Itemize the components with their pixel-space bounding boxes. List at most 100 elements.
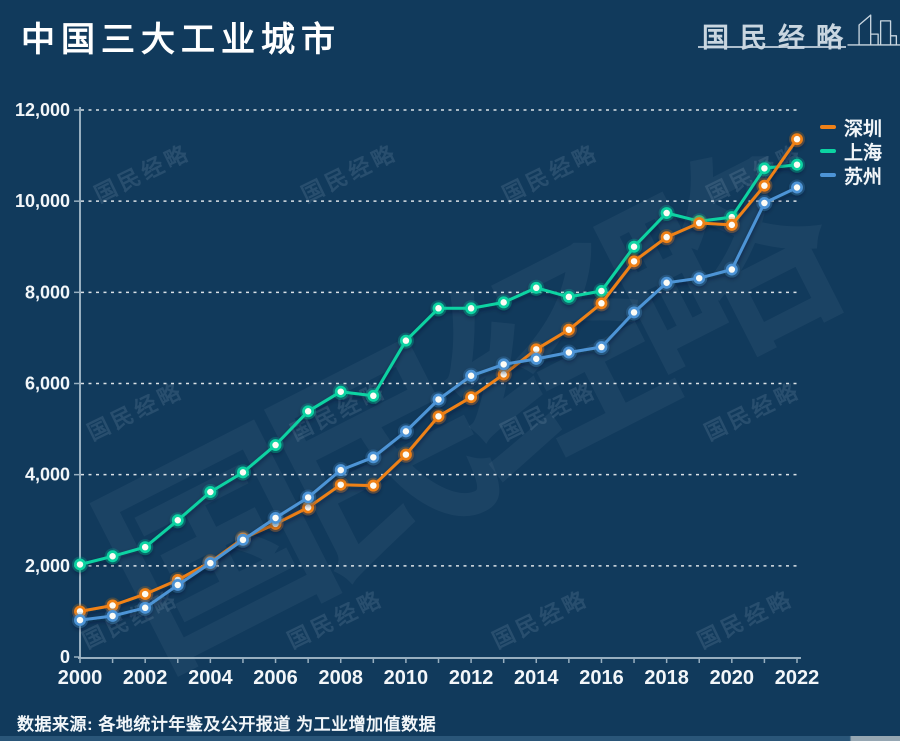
- data-point: [465, 391, 478, 404]
- x-tick-label: 2006: [253, 667, 298, 689]
- data-point: [530, 352, 543, 365]
- data-point: [237, 533, 249, 546]
- x-tick-label: 2022: [775, 667, 820, 689]
- data-source-note: 数据来源: 各地统计年鉴及公开报道 为工业增加值数据: [17, 715, 437, 734]
- data-point: [562, 323, 575, 336]
- y-tick-label: 12,000: [15, 100, 70, 120]
- data-point: [106, 610, 119, 622]
- y-tick-label: 10,000: [15, 191, 70, 211]
- data-point: [139, 588, 152, 601]
- data-point: [139, 601, 152, 614]
- bottom-edge-strip: [0, 736, 900, 741]
- x-tick-label: 2016: [579, 667, 624, 689]
- data-point: [367, 479, 380, 492]
- data-point: [660, 231, 673, 244]
- data-point: [791, 133, 803, 146]
- data-point: [74, 614, 86, 627]
- data-point: [432, 410, 445, 423]
- x-tick-label: 2014: [514, 667, 559, 689]
- data-point: [171, 579, 184, 591]
- data-point: [628, 306, 640, 319]
- data-point: [791, 158, 803, 171]
- data-point: [628, 255, 640, 268]
- data-point: [432, 302, 445, 315]
- legend-item-苏州: 苏州: [820, 164, 883, 188]
- data-point: [334, 478, 347, 491]
- y-tick-label: 4,000: [25, 465, 70, 485]
- data-point: [758, 162, 771, 175]
- data-point: [530, 281, 543, 294]
- y-tick-label: 8,000: [25, 282, 70, 302]
- data-point: [237, 466, 249, 479]
- x-tick-label: 2008: [318, 667, 363, 689]
- x-axis-labels: 2000 2002 2004 2006 2008 2010 2012 2014 2016 2018…: [58, 667, 820, 689]
- x-tick-label: 2018: [644, 667, 689, 689]
- x-tick-label: 2020: [710, 667, 755, 689]
- data-point: [693, 272, 706, 285]
- data-point: [334, 385, 347, 398]
- brand-name: 国民经略: [702, 23, 854, 53]
- data-point: [562, 346, 575, 359]
- data-point: [302, 491, 315, 504]
- data-point: [204, 557, 217, 570]
- data-point: [758, 179, 771, 192]
- y-tick-label: 2,000: [25, 556, 70, 576]
- data-point: [595, 297, 608, 310]
- data-point: [399, 425, 412, 438]
- data-point: [74, 558, 86, 571]
- brand-underline: [698, 46, 846, 48]
- series-深圳: [72, 131, 805, 620]
- page-title: 中国三大工业城市: [21, 21, 341, 59]
- data-point: [791, 181, 803, 194]
- y-tick-label: 0: [60, 647, 70, 667]
- data-point: [204, 486, 217, 498]
- data-point: [302, 405, 315, 418]
- data-point: [660, 276, 673, 289]
- x-tick-label: 2004: [188, 667, 233, 689]
- data-point: [562, 290, 575, 303]
- data-point: [106, 550, 119, 563]
- data-point: [595, 285, 608, 297]
- legend-item-上海: 上海: [820, 140, 883, 164]
- data-point: [334, 464, 347, 477]
- legend-item-深圳: 深圳: [820, 116, 883, 140]
- brand-logo: 国民经略: [696, 10, 900, 53]
- series-苏州: [72, 179, 805, 629]
- data-point: [595, 341, 608, 353]
- y-axis-labels: 0 2,000 4,000 6,000 8,000 10,000 12,000: [15, 100, 70, 667]
- legend-label: 上海: [844, 142, 883, 164]
- data-point: [171, 514, 184, 527]
- legend-swatch: [820, 173, 836, 177]
- legend-swatch: [820, 149, 836, 153]
- data-point: [367, 389, 380, 402]
- y-tick-label: 6,000: [25, 374, 70, 394]
- x-tick-label: 2012: [449, 667, 494, 689]
- data-point: [432, 393, 445, 406]
- data-point: [139, 541, 152, 554]
- data-point: [497, 358, 510, 371]
- data-point: [497, 296, 510, 309]
- data-point: [269, 512, 282, 524]
- data-point: [399, 334, 412, 347]
- data-point: [725, 218, 738, 231]
- data-point: [269, 439, 282, 451]
- legend-swatch: [820, 125, 836, 129]
- x-tick-label: 2000: [58, 667, 103, 689]
- data-point: [399, 448, 412, 461]
- x-tick-label: 2010: [384, 667, 429, 689]
- data-point: [465, 302, 478, 315]
- data-point: [628, 240, 640, 253]
- data-point: [758, 197, 771, 209]
- city-buildings-icon: [847, 14, 900, 46]
- legend-label: 苏州: [844, 166, 883, 188]
- data-point: [465, 369, 478, 382]
- data-point: [693, 217, 706, 229]
- x-tick-label: 2002: [123, 667, 168, 689]
- data-point: [725, 263, 738, 276]
- gridlines: [81, 109, 800, 567]
- legend-label: 深圳: [844, 118, 883, 140]
- data-point: [660, 207, 673, 219]
- data-point: [367, 451, 380, 464]
